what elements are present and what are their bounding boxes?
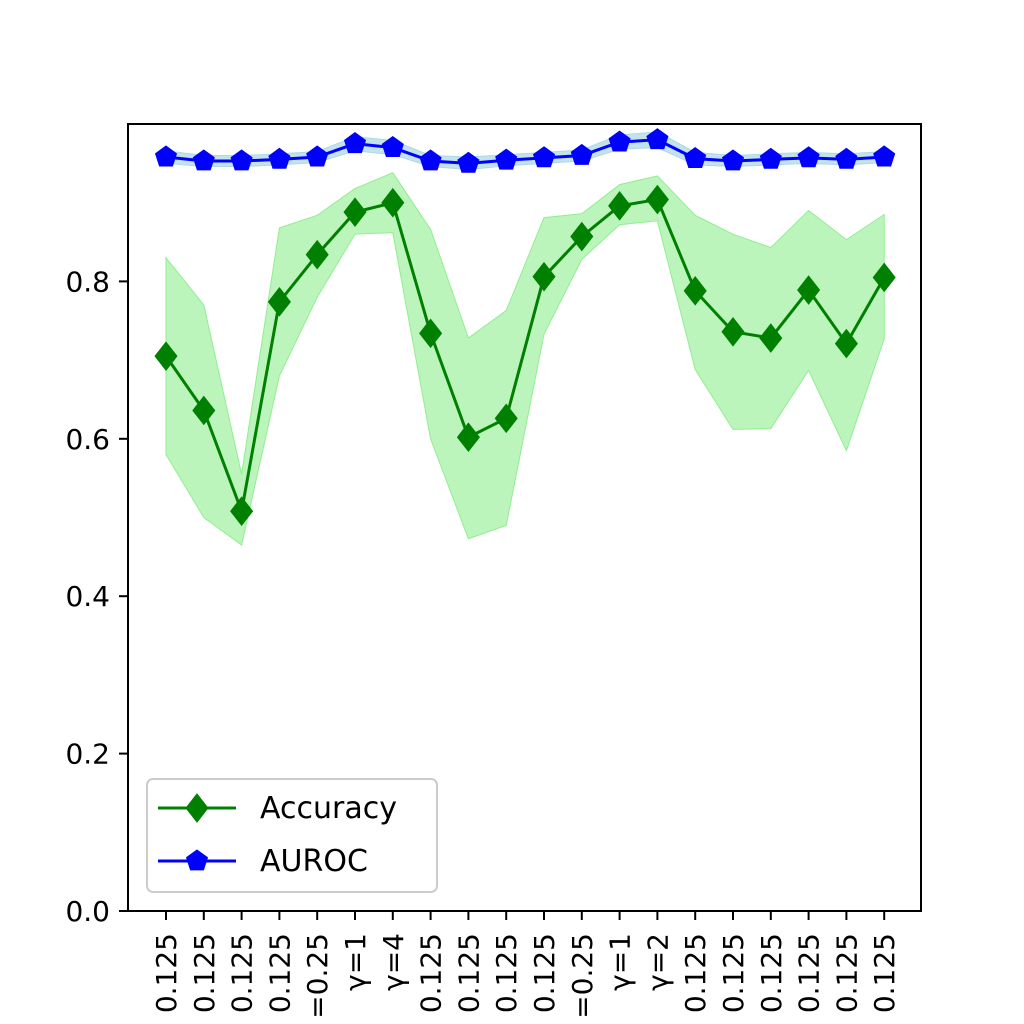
- accuracy-point: [645, 184, 669, 215]
- accuracy-point: [872, 262, 896, 293]
- auroc-point: [192, 149, 215, 171]
- auroc-point: [532, 146, 556, 168]
- legend: Accuracy AUROC: [146, 778, 438, 893]
- y-axis: 0.0 0.2 0.4 0.6 0.8: [65, 265, 128, 928]
- x-tick-label: 0.125: [755, 933, 788, 1013]
- accuracy-point: [305, 239, 329, 270]
- accuracy-point: [608, 191, 632, 221]
- accuracy-point: [834, 328, 858, 359]
- x-axis: 0.125 0.125 0.125 0.125 =0.25 γ=1 γ=4 0.125 0.12…: [150, 911, 901, 1019]
- auroc-point: [230, 149, 253, 171]
- accuracy-point: [797, 275, 821, 305]
- accuracy-point: [759, 323, 783, 353]
- auroc-point: [419, 149, 442, 171]
- legend-marker: [185, 849, 209, 871]
- x-tick-label: =0.25: [566, 933, 599, 1019]
- accuracy-point: [192, 395, 216, 426]
- auroc-point: [759, 147, 782, 169]
- auroc-point: [495, 148, 518, 170]
- x-tick-label: γ=1: [604, 933, 637, 991]
- auroc-point: [646, 128, 669, 150]
- auroc-point: [684, 147, 707, 169]
- accuracy-point: [683, 276, 707, 306]
- auroc-point: [381, 135, 404, 158]
- x-tick-label: 0.125: [528, 933, 561, 1013]
- accuracy-point: [230, 496, 254, 527]
- x-tick-label: 0.125: [830, 933, 863, 1013]
- accuracy-band: [165, 172, 885, 546]
- auroc-point: [835, 147, 858, 169]
- legend-label: AUROC: [260, 844, 368, 879]
- auroc-point: [721, 149, 745, 171]
- accuracy-point: [381, 187, 405, 218]
- auroc-point: [570, 143, 593, 165]
- auroc-point: [154, 145, 178, 167]
- x-tick-label: 0.125: [490, 933, 523, 1013]
- legend-marker: [185, 793, 209, 823]
- y-tick-label: 0.2: [65, 738, 110, 771]
- accuracy-point: [419, 318, 443, 349]
- accuracy-point: [494, 403, 518, 434]
- accuracy-point: [456, 422, 480, 453]
- y-tick-label: 0.6: [65, 423, 110, 456]
- auroc-point: [797, 146, 820, 168]
- x-tick-label: 0.125: [868, 933, 901, 1013]
- x-tick-label: γ=4: [377, 933, 410, 991]
- auroc-point: [873, 145, 896, 167]
- accuracy-point: [721, 316, 745, 347]
- x-tick-label: 0.125: [150, 933, 183, 1013]
- x-tick-label: 0.125: [717, 933, 750, 1013]
- plot-frame: [127, 123, 922, 912]
- x-tick-label: 0.125: [679, 933, 712, 1013]
- auroc-point: [306, 145, 329, 167]
- x-tick-label: =0.25: [301, 933, 334, 1019]
- x-tick-label: 0.125: [263, 933, 296, 1013]
- x-tick-label: γ=2: [641, 933, 674, 991]
- x-tick-label: 0.125: [415, 933, 448, 1013]
- y-tick-label: 0.4: [65, 580, 110, 613]
- accuracy-point: [154, 341, 178, 371]
- x-tick-label: 0.125: [226, 933, 259, 1013]
- x-tick-label: 0.125: [452, 933, 485, 1013]
- y-tick-label: 0.0: [65, 895, 110, 928]
- x-tick-label: 0.125: [188, 933, 221, 1013]
- legend-label: Accuracy: [260, 791, 397, 826]
- accuracy-point: [343, 197, 367, 227]
- auroc-point: [343, 132, 367, 154]
- x-tick-label: 0.125: [793, 933, 826, 1013]
- auroc-point: [457, 151, 480, 173]
- accuracy-point: [267, 287, 291, 317]
- accuracy-point: [570, 221, 594, 252]
- series-markers: [154, 128, 896, 527]
- accuracy-point: [532, 261, 556, 292]
- auroc-point: [268, 147, 291, 169]
- y-tick-label: 0.8: [65, 265, 110, 298]
- auroc-point: [608, 130, 631, 152]
- x-tick-label: γ=1: [339, 933, 372, 991]
